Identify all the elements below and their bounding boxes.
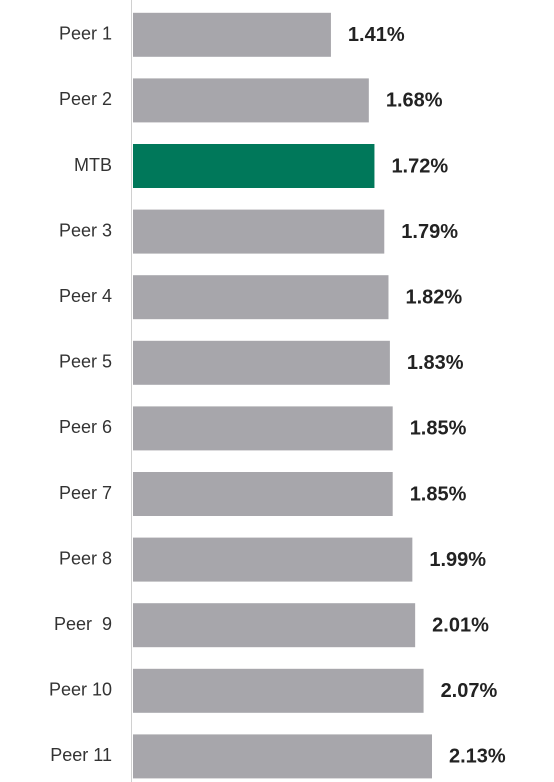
value-label: 1.85%	[410, 483, 467, 505]
value-label: 1.82%	[405, 286, 462, 308]
bar	[133, 78, 369, 123]
category-label: Peer 11	[50, 745, 112, 765]
category-label: Peer 4	[59, 286, 112, 306]
bar	[133, 537, 413, 582]
value-label: 2.07%	[441, 680, 498, 702]
value-label: 1.68%	[386, 90, 443, 112]
bar	[133, 209, 385, 254]
value-label: 1.79%	[401, 221, 458, 243]
bar	[133, 144, 375, 188]
value-label: 2.01%	[432, 614, 489, 636]
value-label: 1.72%	[391, 155, 448, 177]
value-label: 2.13%	[449, 746, 506, 768]
value-label: 1.99%	[429, 549, 486, 571]
bar	[133, 12, 331, 57]
value-label: 1.83%	[407, 352, 464, 374]
bar	[133, 734, 432, 779]
bar	[133, 340, 390, 385]
category-label: Peer 5	[59, 352, 112, 372]
value-label: 1.85%	[410, 418, 467, 440]
category-label: Peer 3	[59, 220, 112, 240]
category-label: MTB	[74, 155, 112, 175]
bar	[133, 603, 416, 648]
bar	[133, 472, 393, 516]
category-label: Peer 8	[59, 548, 112, 568]
category-label: Peer 6	[59, 417, 112, 437]
category-label: Peer 1	[59, 24, 112, 44]
bar	[133, 668, 424, 713]
bar	[133, 275, 389, 320]
category-label: Peer 2	[59, 89, 112, 109]
category-label: Peer 9	[54, 614, 112, 634]
value-label: 1.41%	[348, 24, 405, 46]
category-label: Peer 10	[49, 680, 112, 700]
category-label: Peer 7	[59, 483, 112, 503]
bar	[133, 406, 393, 451]
